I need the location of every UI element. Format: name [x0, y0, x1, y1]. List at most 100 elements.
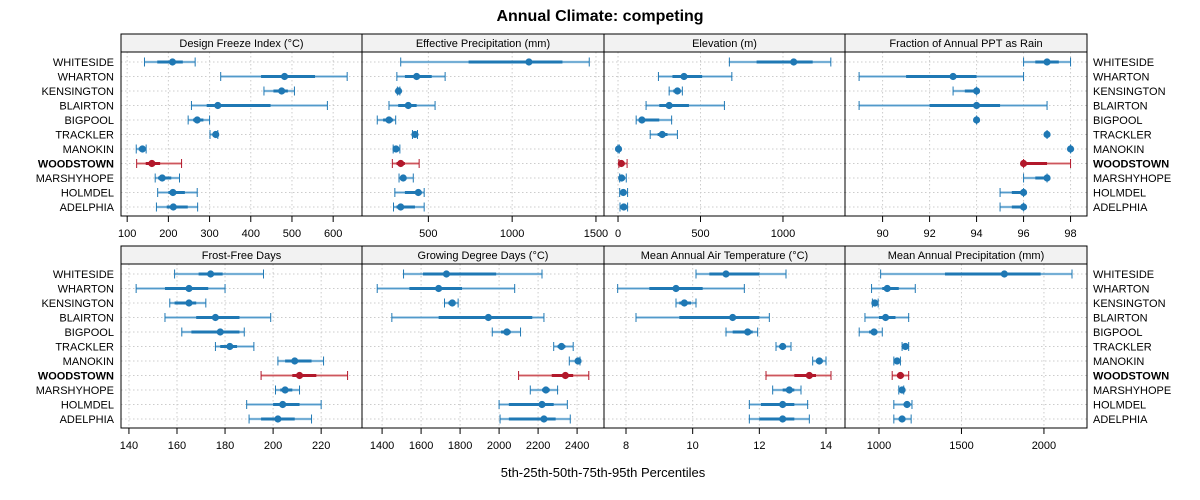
x-tick-label: 500 — [691, 228, 709, 240]
interval-woodstown — [891, 371, 910, 380]
interval-adelphia — [499, 414, 571, 424]
row-label-right: WOODSTOWN — [1093, 159, 1169, 171]
interval-whiteside — [728, 57, 832, 67]
interval-adelphia — [155, 202, 199, 212]
interval-blairton — [864, 313, 910, 322]
x-tick-label: 0 — [615, 228, 621, 240]
median-point — [898, 415, 906, 423]
x-tick-label: 1400 — [370, 440, 394, 452]
x-tick-label: 1000 — [867, 440, 891, 452]
row-label-right: WHARTON — [1093, 72, 1149, 84]
row-label-right: BLAIRTON — [1093, 101, 1148, 113]
interval-blairton — [645, 101, 725, 110]
row-label-left: WOODSTOWN — [38, 371, 114, 383]
interval-trackler — [214, 342, 255, 351]
row-label-right: MARSHYHOPE — [1093, 385, 1171, 397]
x-tick-label: 2200 — [526, 440, 550, 452]
row-label-left: WHITESIDE — [53, 269, 114, 281]
interval-holmdel — [157, 188, 198, 197]
interval-kensington — [871, 298, 879, 308]
row-label-right: BIGPOOL — [1093, 327, 1143, 339]
row-label-right: BIGPOOL — [1093, 115, 1143, 127]
interval-manokin — [135, 144, 147, 154]
interval-holmdel — [619, 188, 629, 197]
interval-kensington — [668, 86, 683, 96]
median-point — [385, 116, 393, 124]
interval-whiteside — [1023, 57, 1072, 67]
x-tick-label: 1500 — [584, 228, 608, 240]
median-point — [779, 400, 787, 409]
median-point — [226, 342, 234, 351]
median-point — [397, 159, 405, 168]
interval-manokin — [812, 356, 827, 366]
x-tick-label: 2000 — [487, 440, 511, 452]
median-point — [397, 203, 405, 211]
median-point — [680, 299, 688, 307]
median-point — [525, 58, 533, 66]
row-label-left: KENSINGTON — [41, 86, 114, 98]
median-point — [211, 313, 220, 322]
panel-title: Fraction of Annual PPT as Rain — [889, 38, 1042, 50]
row-label-right: WHITESIDE — [1093, 57, 1154, 69]
median-point — [896, 371, 905, 380]
median-point — [672, 284, 680, 293]
row-label-left: ADELPHIA — [60, 414, 115, 426]
x-tick-label: 600 — [324, 228, 342, 240]
row-label-left: KENSINGTON — [41, 298, 114, 310]
panel-title: Frost-Free Days — [202, 250, 282, 262]
row-label-right: MARSHYHOPE — [1093, 173, 1171, 185]
interval-marshyhope — [398, 173, 414, 183]
median-point — [158, 174, 166, 182]
x-tick-label: 140 — [120, 440, 138, 452]
x-tick-label: 300 — [200, 228, 218, 240]
x-tick-label: 94 — [970, 228, 982, 240]
interval-holmdel — [246, 400, 322, 409]
median-point — [1019, 203, 1028, 211]
panel-frame — [844, 263, 1088, 429]
row-label-left: MARSHYHOPE — [36, 173, 114, 185]
interval-kensington — [675, 298, 697, 308]
interval-whiteside — [695, 269, 787, 279]
interval-wharton — [657, 72, 733, 81]
interval-adelphia — [748, 414, 810, 424]
row-label-left: TRACKLER — [55, 342, 114, 354]
x-tick-label: 100 — [118, 228, 136, 240]
median-point — [617, 159, 625, 168]
median-point — [949, 72, 957, 81]
interval-wharton — [396, 72, 446, 81]
median-point — [898, 386, 906, 394]
interval-woodstown — [136, 159, 183, 168]
median-point — [729, 313, 737, 322]
interval-woodstown — [617, 159, 628, 168]
interval-trackler — [209, 130, 220, 139]
interval-woodstown — [260, 371, 349, 380]
median-point — [972, 87, 981, 95]
median-point — [658, 130, 666, 139]
median-point — [972, 101, 981, 110]
median-point — [214, 101, 222, 110]
median-point — [1043, 130, 1051, 139]
panel-title: Mean Annual Air Temperature (°C) — [641, 250, 808, 262]
x-tick-label: 200 — [264, 440, 282, 452]
median-point — [278, 87, 286, 95]
row-label-right: MANOKIN — [1093, 144, 1144, 156]
median-point — [680, 72, 688, 81]
row-label-left: MANOKIN — [63, 144, 114, 156]
median-point — [185, 299, 193, 307]
median-point — [614, 145, 623, 153]
median-point — [1043, 58, 1051, 66]
interval-woodstown — [765, 371, 832, 380]
median-point — [413, 72, 421, 81]
interval-bigpool — [491, 327, 522, 337]
panel-5: Frost-Free Days 140 160 180 200 220 WHITESIDE W… — [36, 245, 363, 452]
x-tick-label: 12 — [753, 440, 765, 452]
median-point — [148, 159, 156, 168]
panel-8: Mean Annual Precipitation (mm) 1000 1500 20… — [844, 245, 1171, 452]
x-tick-label: 1800 — [448, 440, 472, 452]
interval-adelphia — [619, 202, 629, 212]
x-tick-label: 92 — [923, 228, 935, 240]
median-point — [871, 299, 879, 307]
panel-frame — [844, 51, 1088, 217]
interval-holmdel — [893, 400, 913, 409]
interval-blairton — [391, 313, 545, 322]
